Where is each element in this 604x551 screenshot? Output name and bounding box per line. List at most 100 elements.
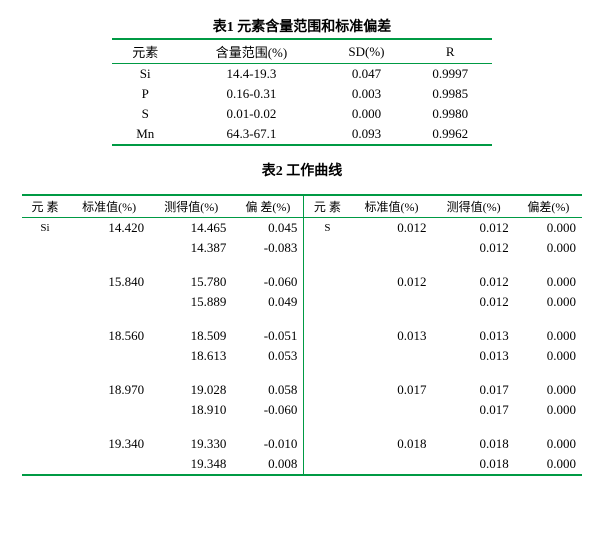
table1-title: 表1 元素含量范围和标准偏差 (20, 16, 584, 36)
t2-cell: -0.083 (232, 238, 304, 258)
t2r-col-1: 标准值(%) (350, 195, 432, 218)
t1-cell: 0.047 (324, 64, 408, 85)
t2-cell (350, 346, 432, 366)
table-row: 19.3480.008 0.0180.000 (22, 454, 582, 475)
t2-cell (22, 238, 68, 258)
t2-cell: 15.889 (150, 292, 232, 312)
table-row: 15.8890.049 0.0120.000 (22, 292, 582, 312)
t2-cell: 0.018 (433, 434, 515, 454)
t2-cell: 15.840 (68, 272, 150, 292)
t1-col-1: 含量范围(%) (178, 39, 324, 64)
table-row: 19.34019.330-0.0100.0180.0180.000 (22, 434, 582, 454)
t2-cell: 0.018 (350, 434, 432, 454)
t2-cell: 19.348 (150, 454, 232, 475)
t2-cell: 0.000 (515, 238, 582, 258)
t2-cell: 0.013 (433, 346, 515, 366)
t1-cell: S (112, 104, 178, 124)
t1-cell: 0.093 (324, 124, 408, 145)
table-row: Si 14.4-19.3 0.047 0.9997 (112, 64, 492, 85)
t2-cell (68, 454, 150, 475)
t2-cell (22, 292, 68, 312)
t2-cell: 0.018 (433, 454, 515, 475)
t1-col-0: 元素 (112, 39, 178, 64)
t2-cell: Si (22, 218, 68, 239)
t2-cell: 0.058 (232, 380, 304, 400)
t2-cell (68, 346, 150, 366)
t2-cell: 0.012 (433, 238, 515, 258)
t2-cell (304, 292, 351, 312)
t1-cell: 0.16-0.31 (178, 84, 324, 104)
t2-cell: 0.017 (350, 380, 432, 400)
t2r-col-2: 测得值(%) (433, 195, 515, 218)
t2-cell (22, 346, 68, 366)
t2-cell (22, 434, 68, 454)
t2-cell (304, 326, 351, 346)
t2-cell: 0.045 (232, 218, 304, 239)
t1-cell: 0.9997 (409, 64, 492, 85)
t2-cell: 0.000 (515, 292, 582, 312)
t2-cell: 0.012 (350, 272, 432, 292)
t2-cell: 0.000 (515, 346, 582, 366)
table1: 元素 含量范围(%) SD(%) R Si 14.4-19.3 0.047 0.… (112, 38, 492, 146)
t2-cell: 19.028 (150, 380, 232, 400)
t2-cell: -0.060 (232, 400, 304, 420)
t2-cell: 0.008 (232, 454, 304, 475)
t2-cell: 18.613 (150, 346, 232, 366)
table2: 元 素 标准值(%) 测得值(%) 偏 差(%) 元 素 标准值(%) 测得值(… (22, 194, 582, 476)
t2-cell: 0.012 (433, 218, 515, 239)
t2-cell: 0.013 (433, 326, 515, 346)
table-row: 14.387-0.0830.0120.000 (22, 238, 582, 258)
t2-cell: 0.012 (433, 292, 515, 312)
t2-cell (22, 380, 68, 400)
t2-cell (304, 346, 351, 366)
t2-cell (22, 326, 68, 346)
t2l-col-3: 偏 差(%) (232, 195, 304, 218)
t1-cell: 0.000 (324, 104, 408, 124)
t1-cell: 0.9962 (409, 124, 492, 145)
t2-cell: S (304, 218, 351, 239)
t2-cell: 0.000 (515, 400, 582, 420)
table-row: 18.910-0.0600.0170.000 (22, 400, 582, 420)
gap-row (22, 366, 582, 380)
t2-cell: 0.000 (515, 380, 582, 400)
t2-cell: 18.560 (68, 326, 150, 346)
t2-cell (350, 400, 432, 420)
t2-cell: 0.000 (515, 218, 582, 239)
t2-cell: -0.051 (232, 326, 304, 346)
t2-cell (68, 292, 150, 312)
t2-cell: 14.465 (150, 218, 232, 239)
gap-row (22, 258, 582, 272)
t2-cell: 0.013 (350, 326, 432, 346)
t2-cell: 0.012 (350, 218, 432, 239)
t1-col-2: SD(%) (324, 39, 408, 64)
t2-cell (22, 272, 68, 292)
t1-cell: Si (112, 64, 178, 85)
table-row: P 0.16-0.31 0.003 0.9985 (112, 84, 492, 104)
gap-row (22, 420, 582, 434)
t2-cell: 18.509 (150, 326, 232, 346)
table-row: Mn 64.3-67.1 0.093 0.9962 (112, 124, 492, 145)
t2-cell (22, 400, 68, 420)
t2-cell (350, 238, 432, 258)
t2-cell: 0.012 (433, 272, 515, 292)
t2-cell (304, 238, 351, 258)
table-row: Si14.42014.4650.045S0.0120.0120.000 (22, 218, 582, 239)
t2-cell: 0.000 (515, 434, 582, 454)
t2-cell: 0.000 (515, 272, 582, 292)
table-row: 15.84015.780-0.0600.0120.0120.000 (22, 272, 582, 292)
t2-cell: 15.780 (150, 272, 232, 292)
table-row: 18.97019.0280.0580.0170.0170.000 (22, 380, 582, 400)
t2-cell (304, 434, 351, 454)
t2-cell: 0.017 (433, 380, 515, 400)
t2-cell (68, 238, 150, 258)
t2-cell (68, 400, 150, 420)
t2-cell: 0.000 (515, 454, 582, 475)
t2-cell: 0.049 (232, 292, 304, 312)
t2-cell: 14.420 (68, 218, 150, 239)
t2r-col-0: 元 素 (304, 195, 351, 218)
t1-cell: 0.01-0.02 (178, 104, 324, 124)
t2-cell: 0.017 (433, 400, 515, 420)
t2-cell (304, 380, 351, 400)
t2-cell (350, 292, 432, 312)
table-row: 18.56018.509-0.0510.0130.0130.000 (22, 326, 582, 346)
